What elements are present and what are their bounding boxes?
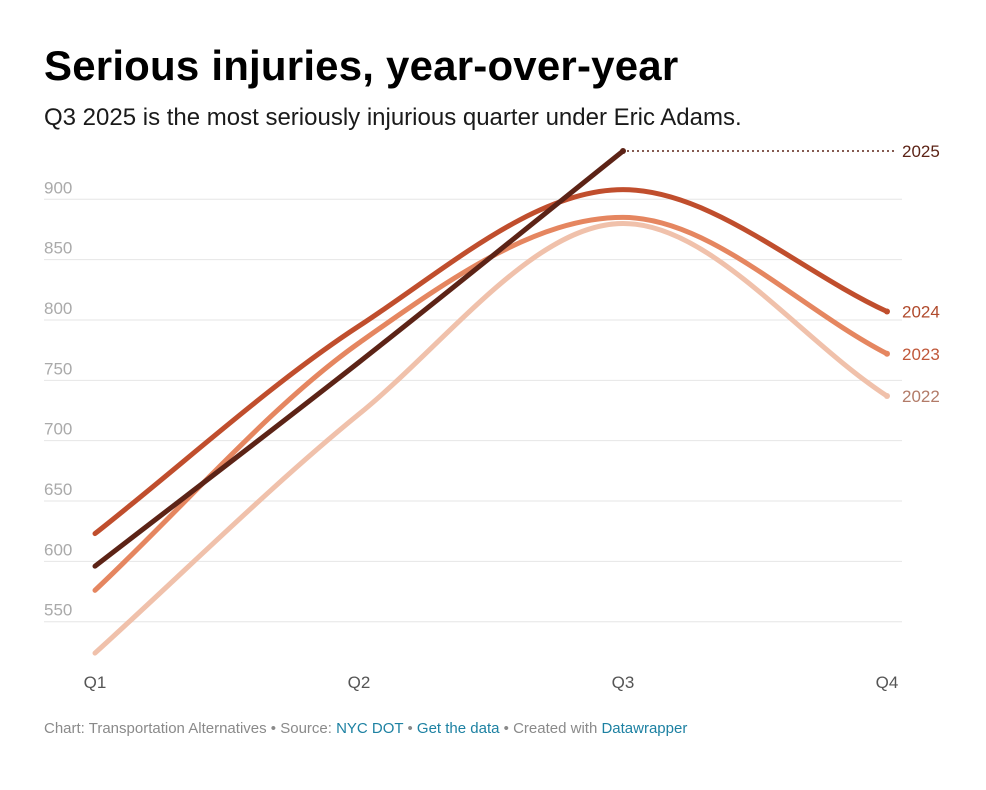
datawrapper-link[interactable]: Datawrapper [601,720,688,737]
y-axis-ticks: 550 600 650 700 750 800 850 900 [44,178,72,619]
series-line-2022 [92,220,890,656]
created-prefix: Created with [513,720,602,737]
footer-separator: • [266,720,281,737]
y-tick-label: 750 [44,359,72,378]
x-axis-ticks: Q1 Q2 Q3 Q4 [84,673,899,692]
y-tick-label: 800 [44,299,72,318]
series-line-2023 [92,214,890,593]
series-line-2024 [92,187,890,537]
series-label-2023: 2023 [902,345,940,364]
series-end-point-2022 [884,393,890,400]
chart-footer: Chart: Transportation Alternatives • Sou… [44,720,687,737]
x-tick-label: Q4 [876,673,899,692]
y-tick-label: 600 [44,540,72,559]
x-tick-label: Q1 [84,673,107,692]
source-link[interactable]: NYC DOT [336,720,404,737]
chart-credit: Chart: Transportation Alternatives [44,720,267,737]
grid-lines [44,198,902,623]
series-end-point-2023 [884,350,890,357]
get-data-link[interactable]: Get the data [416,720,500,737]
x-tick-label: Q3 [612,673,635,692]
y-tick-label: 850 [44,239,72,258]
series-lines [92,148,894,656]
footer-separator: • [499,720,514,737]
series-labels: 2022 2023 2024 2025 [902,142,940,406]
source-prefix: Source: [280,720,337,737]
y-tick-label: 900 [44,178,72,197]
chart-subtitle: Q3 2025 is the most seriously injurious … [44,104,742,131]
series-label-2025: 2025 [902,142,940,161]
series-label-2024: 2024 [902,303,940,322]
y-tick-label: 650 [44,480,72,499]
y-tick-label: 550 [44,601,72,620]
series-line-2025 [92,148,626,569]
chart-title: Serious injuries, year-over-year [44,42,679,89]
y-tick-label: 700 [44,420,72,439]
series-label-2022: 2022 [902,387,940,406]
footer-separator: • [403,720,417,737]
series-end-point-2024 [884,308,890,315]
series-end-point-2025 [620,148,626,155]
x-tick-label: Q2 [348,673,371,692]
